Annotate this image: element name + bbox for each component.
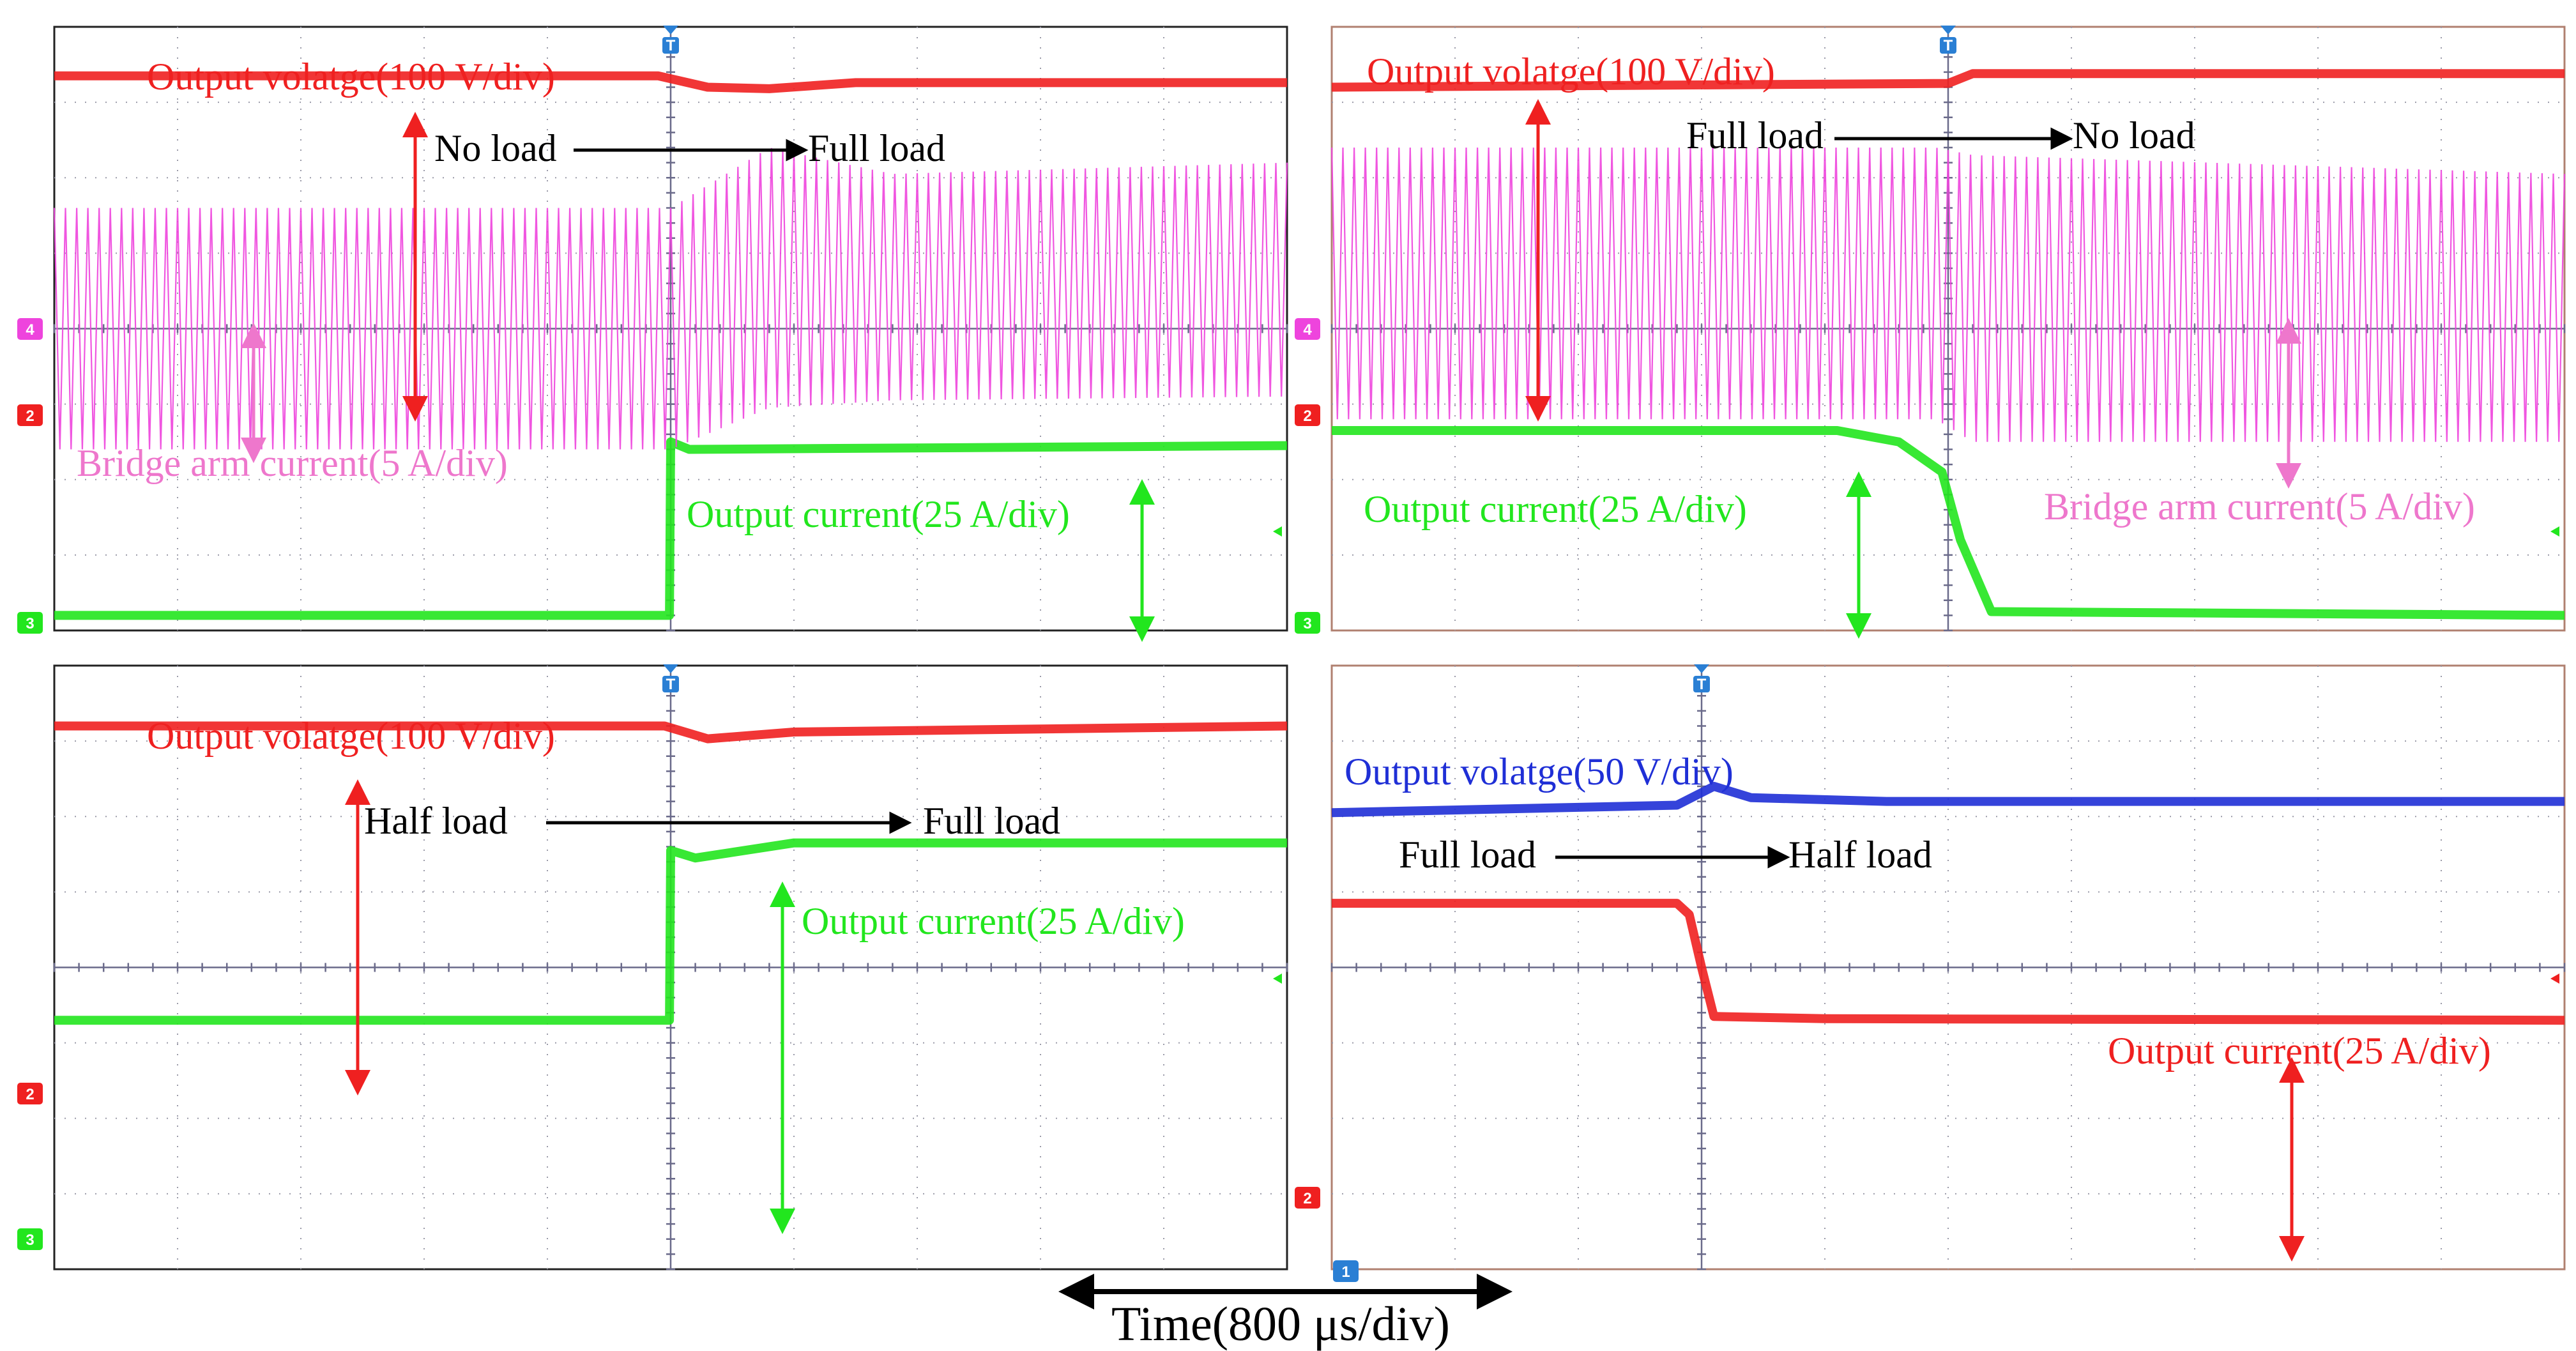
scope-panel-top-right: T 4 2 3 Output volatge(100 V/div) Full load No…	[1295, 26, 2566, 639]
channel-marker-label-2: 2	[1303, 1190, 1311, 1207]
label-bridge-arm-current: Bridge arm current(5 A/div)	[2044, 485, 2475, 528]
series-output-voltage	[1331, 782, 2565, 818]
reference-level-marker	[1273, 526, 1282, 537]
channel-marker-3	[17, 1228, 43, 1250]
label-output-voltage: Output volatge(100 V/div)	[147, 715, 555, 757]
trigger-arrow-marker	[663, 664, 678, 673]
series-output-current	[54, 437, 1288, 620]
series-output-current	[54, 838, 1287, 1025]
trigger-marker-label: T	[666, 37, 676, 54]
channel-marker-label-3: 3	[26, 615, 34, 632]
channel-marker-2	[1295, 1187, 1320, 1209]
label-bridge-arm-current: Bridge arm current(5 A/div)	[77, 442, 508, 484]
trigger-marker	[1693, 676, 1710, 692]
label-output-voltage: Output volatge(50 V/div)	[1345, 751, 1734, 793]
grid	[54, 666, 1287, 1269]
series-output-current	[1332, 426, 2565, 620]
time-axis-label: Time(800 μs/div)	[1111, 1297, 1450, 1351]
label-transition-from: Half load	[364, 800, 508, 842]
channel-marker-label-3: 3	[26, 1232, 34, 1249]
label-transition-to: Full load	[808, 127, 945, 169]
label-output-voltage: Output volatge(100 V/div)	[1367, 50, 1775, 93]
trigger-marker	[662, 676, 679, 692]
series-output-voltage	[54, 721, 1288, 744]
channel-marker-label-4: 4	[1303, 321, 1312, 339]
trigger-arrow-marker	[1940, 26, 1956, 34]
channel-marker-3	[17, 612, 43, 634]
trigger-marker-label: T	[1697, 676, 1707, 693]
reference-level-marker	[2550, 973, 2559, 984]
series-output-voltage	[1331, 69, 2565, 92]
label-output-current: Output current(25 A/div)	[802, 900, 1185, 942]
channel-marker-label-4: 4	[26, 321, 34, 339]
channel-marker-4	[1295, 318, 1320, 340]
grid	[1332, 666, 2565, 1269]
channel-marker-label-1: 1	[1341, 1263, 1350, 1281]
channel-marker-2	[1295, 404, 1320, 426]
reference-level-marker	[2550, 526, 2559, 537]
label-output-voltage: Output volatge(100 V/div)	[147, 56, 555, 98]
series-output-voltage	[54, 71, 1287, 93]
label-transition-to: Full load	[923, 800, 1060, 842]
trigger-marker-label: T	[1944, 37, 1953, 54]
label-transition-from: Full load	[1399, 834, 1536, 876]
label-transition-to: No load	[2073, 114, 2195, 156]
channel-marker-label-2: 2	[1303, 408, 1311, 425]
series-output-current	[1332, 899, 2565, 1025]
center-axes	[1330, 664, 2566, 1271]
channel-marker-2	[17, 1083, 43, 1104]
label-output-current: Output current(25 A/div)	[1364, 488, 1747, 530]
channel-marker-4	[17, 318, 43, 340]
channel-marker-label-3: 3	[1303, 615, 1311, 632]
channel-marker-2	[17, 404, 43, 426]
label-transition-to: Half load	[1788, 834, 1932, 876]
label-transition-from: No load	[434, 127, 557, 169]
reference-level-marker	[1273, 973, 1282, 984]
trigger-arrow-marker	[663, 26, 678, 34]
channel-marker-3	[1295, 612, 1320, 634]
scope-panel-bottom-right: T 2 1 Output volatge(50 V/div) Full load Half…	[1295, 664, 2566, 1282]
channel-marker-label-2: 2	[26, 408, 34, 425]
channel-marker-label-2: 2	[26, 1086, 34, 1103]
trigger-marker	[662, 37, 679, 54]
scope-panel-top-left: T 4 2 3 Output volatge(100 V/div) No load Full…	[17, 26, 1288, 642]
label-output-current: Output current(25 A/div)	[2108, 1030, 2491, 1072]
scope-panel-bottom-left: T 2 3 Output volatge(100 V/div) Half load Ful…	[17, 664, 1288, 1271]
label-transition-from: Full load	[1686, 114, 1824, 156]
trigger-marker-label: T	[666, 676, 676, 693]
time-axis: Time(800 μs/div)	[1058, 1274, 1513, 1351]
trigger-marker	[1940, 37, 1956, 54]
label-output-current: Output current(25 A/div)	[687, 493, 1070, 535]
trigger-arrow-marker	[1694, 664, 1709, 673]
